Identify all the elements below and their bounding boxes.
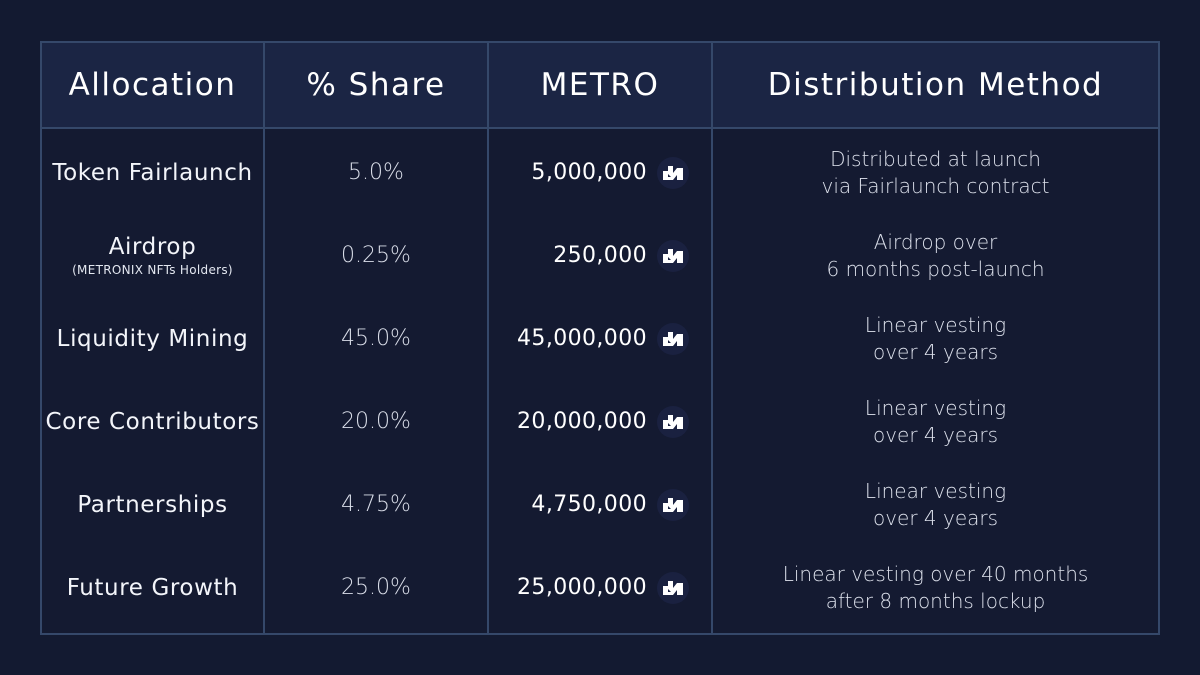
allocation-cell: Token Fairlaunch	[42, 131, 263, 214]
distribution-cell: Linear vesting over 40 months after 8 mo…	[713, 546, 1158, 629]
metro-amount: 25,000,000	[517, 575, 647, 600]
share-value: 45.0%	[341, 326, 411, 351]
distribution-text: over 4 years	[872, 339, 999, 364]
distribution-text: Airdrop over	[873, 229, 998, 254]
allocation-name: Token Fairlaunch	[52, 159, 253, 186]
share-column: 5.0% 0.25% 45.0% 20.0% 4.75% 25.0%	[265, 129, 489, 633]
metro-cell: 250,000	[489, 214, 711, 297]
distribution-text: Distributed at launch	[830, 146, 1041, 171]
share-cell: 4.75%	[265, 463, 487, 546]
metro-cell: 45,000,000	[489, 297, 711, 380]
share-cell: 45.0%	[265, 297, 487, 380]
distribution-cell: Airdrop over 6 months post-launch	[713, 214, 1158, 297]
distribution-column: Distributed at launch via Fairlaunch con…	[713, 129, 1158, 633]
distribution-cell: Linear vesting over 4 years	[713, 463, 1158, 546]
allocation-subtitle: (METRONIX NFTs Holders)	[72, 263, 233, 277]
allocation-cell: Future Growth	[42, 546, 263, 629]
metro-cell: 25,000,000	[489, 546, 711, 629]
distribution-text: Linear vesting	[864, 478, 1007, 503]
metro-amount: 45,000,000	[517, 326, 647, 351]
allocation-column: Token Fairlaunch Airdrop (METRONIX NFTs …	[42, 129, 265, 633]
share-cell: 5.0%	[265, 131, 487, 214]
distribution-text: over 4 years	[872, 505, 999, 530]
allocation-cell: Airdrop (METRONIX NFTs Holders)	[42, 214, 263, 297]
allocation-name: Liquidity Mining	[56, 325, 249, 352]
metro-token-icon	[657, 239, 689, 272]
allocation-cell: Core Contributors	[42, 380, 263, 463]
metro-amount: 4,750,000	[531, 492, 647, 517]
share-cell: 25.0%	[265, 546, 487, 629]
metro-column: 5,000,000 250,000 45,000,000 20,000,000 …	[489, 129, 713, 633]
metro-amount: 250,000	[553, 243, 647, 268]
share-value: 5.0%	[348, 160, 404, 185]
metro-token-icon	[657, 571, 689, 604]
header-distribution: Distribution Method	[713, 43, 1158, 129]
allocation-name: Airdrop	[108, 234, 197, 260]
metro-amount: 5,000,000	[531, 160, 647, 185]
metro-token-icon	[657, 322, 689, 355]
allocation-cell: Partnerships	[42, 463, 263, 546]
share-value: 25.0%	[341, 575, 411, 600]
share-value: 0.25%	[341, 243, 411, 268]
metro-token-icon	[657, 156, 689, 189]
distribution-cell: Linear vesting over 4 years	[713, 380, 1158, 463]
metro-amount: 20,000,000	[517, 409, 647, 434]
share-cell: 20.0%	[265, 380, 487, 463]
distribution-text: Linear vesting over 40 months	[782, 561, 1089, 586]
allocation-name: Core Contributors	[45, 408, 260, 435]
metro-token-icon	[657, 405, 689, 438]
distribution-text: Linear vesting	[864, 312, 1007, 337]
allocation-cell: Liquidity Mining	[42, 297, 263, 380]
header-share: % Share	[265, 43, 489, 129]
share-value: 20.0%	[341, 409, 411, 434]
share-value: 4.75%	[341, 492, 411, 517]
distribution-text: Linear vesting	[864, 395, 1007, 420]
allocation-name: Future Growth	[66, 574, 239, 601]
distribution-cell: Linear vesting over 4 years	[713, 297, 1158, 380]
metro-cell: 20,000,000	[489, 380, 711, 463]
distribution-text: via Fairlaunch contract	[821, 173, 1050, 198]
distribution-text: 6 months post-launch	[826, 256, 1045, 281]
distribution-text: after 8 months lockup	[825, 588, 1046, 613]
share-cell: 0.25%	[265, 214, 487, 297]
header-metro: METRO	[489, 43, 713, 129]
distribution-text: over 4 years	[872, 422, 999, 447]
metro-cell: 4,750,000	[489, 463, 711, 546]
metro-token-icon	[657, 488, 689, 521]
allocation-name: Partnerships	[77, 491, 228, 518]
metro-cell: 5,000,000	[489, 131, 711, 214]
header-allocation: Allocation	[42, 43, 265, 129]
token-allocation-table: Allocation % Share METRO Distribution Me…	[40, 41, 1160, 635]
distribution-cell: Distributed at launch via Fairlaunch con…	[713, 131, 1158, 214]
